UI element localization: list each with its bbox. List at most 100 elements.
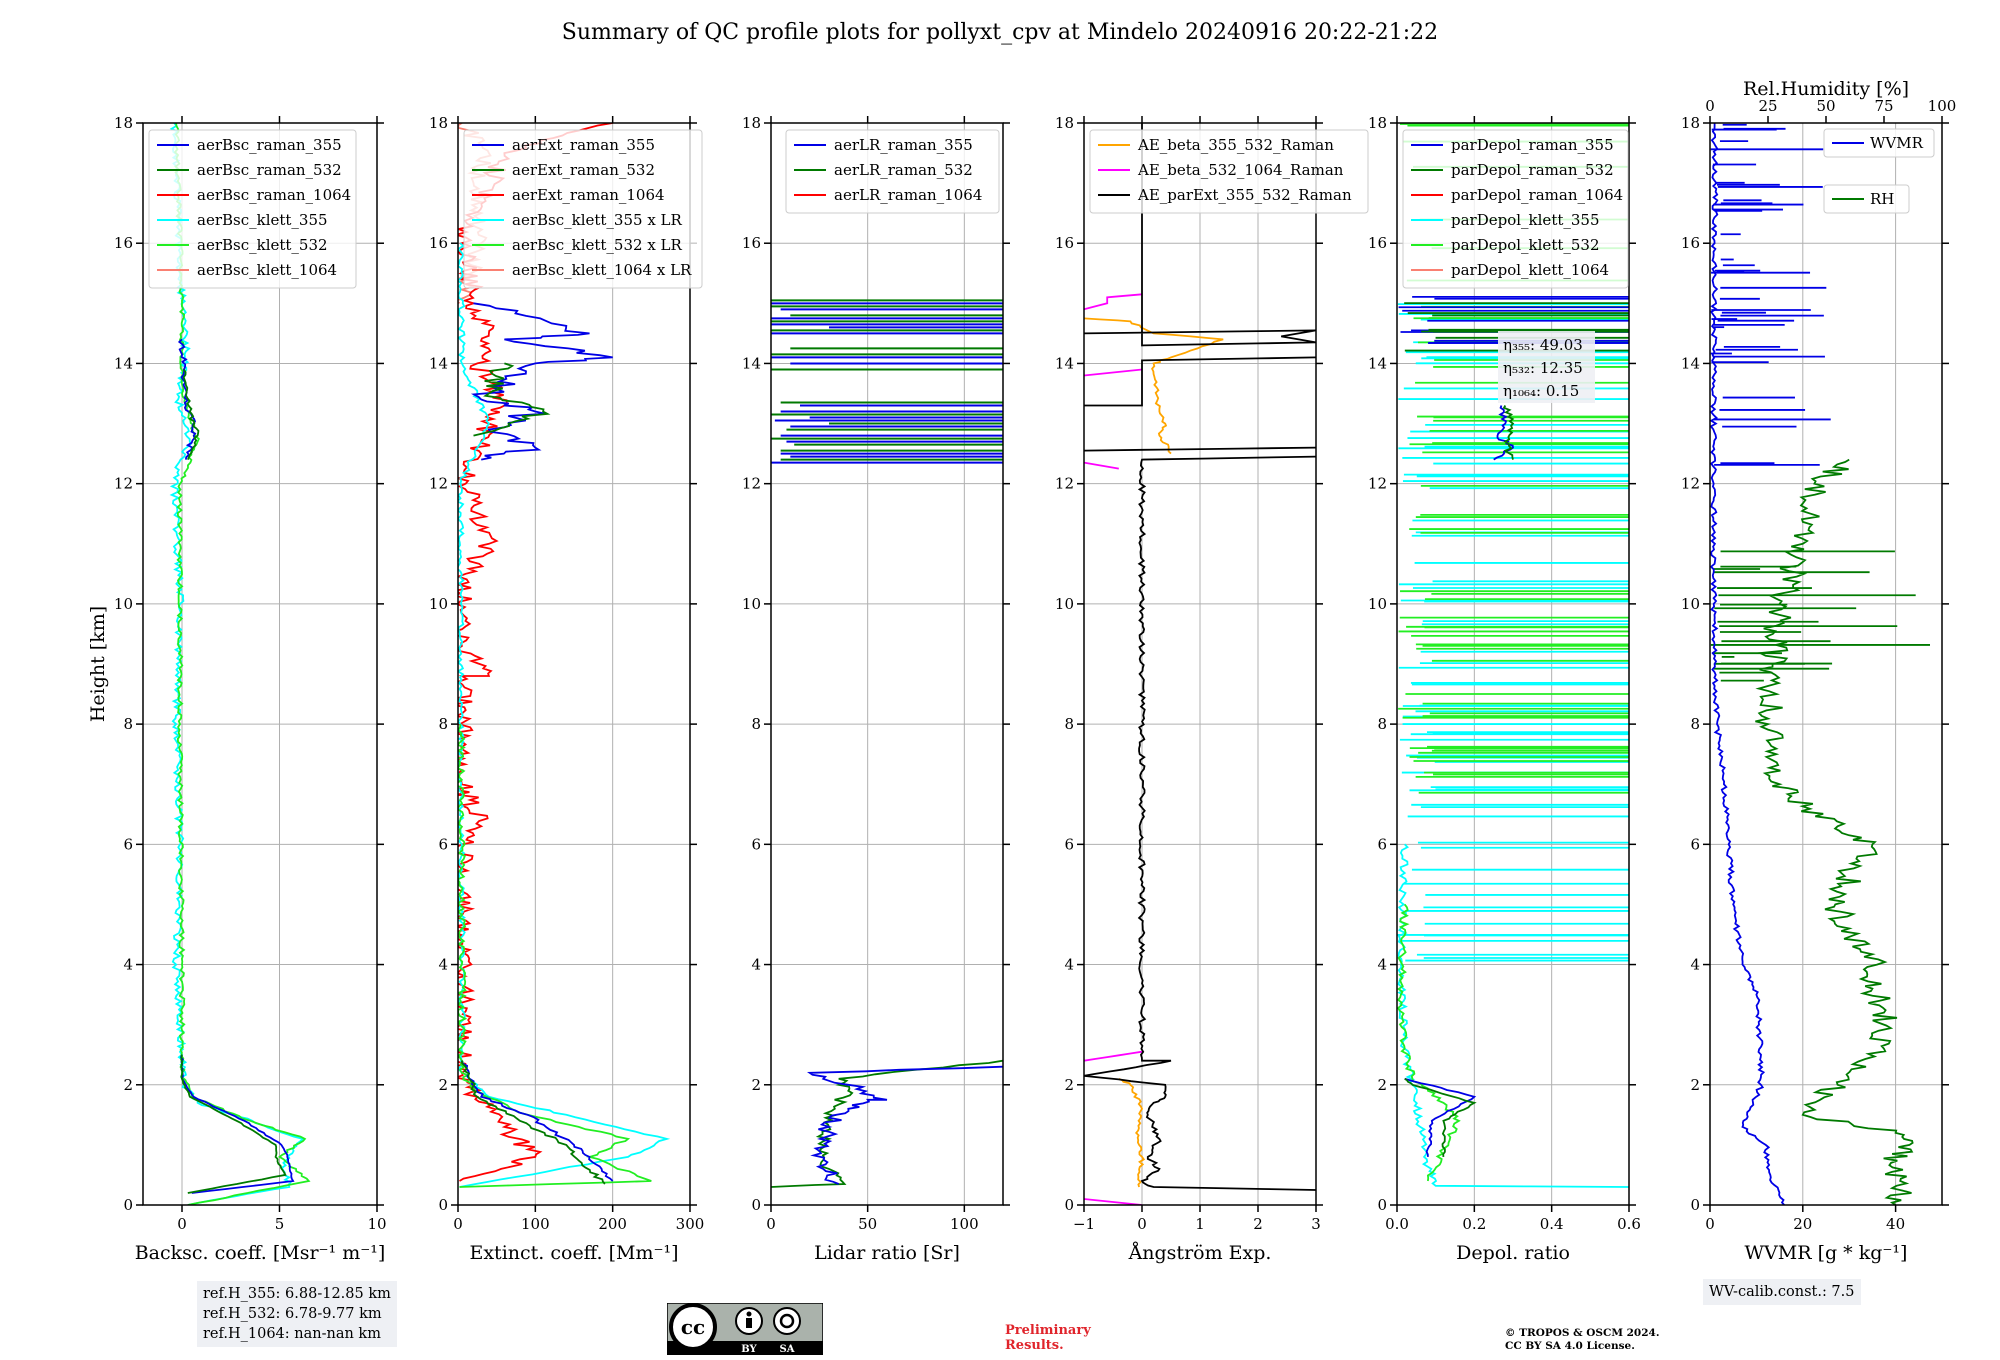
- reference-height-box: ref.H_355: 6.88-12.85 km ref.H_532: 6.78…: [197, 1281, 397, 1347]
- x-tick-label: 2: [1253, 1215, 1263, 1233]
- series-AE-beta-532-1064-Raman-e: [1084, 293, 1143, 311]
- legend-entry: aerBsc_klett_1064: [197, 261, 337, 279]
- legend-frame: [1823, 128, 1935, 158]
- series-AE-beta-532-1064-Raman-a: [1084, 1198, 1143, 1205]
- eta-value: η₅₃₂: 12.35: [1503, 359, 1583, 377]
- y-tick-label: 18: [114, 114, 133, 132]
- y-tick-label: 16: [1681, 234, 1700, 252]
- legend-entry: parDepol_klett_1064: [1451, 261, 1609, 279]
- series-aerBsc-klett-355: [169, 123, 305, 1205]
- x-tick-label: 40: [1886, 1215, 1905, 1233]
- series-aerBsc-raman-355-cirrus: [177, 338, 197, 460]
- copyright-line-1: © TROPOS & OSCM 2024.: [1505, 1327, 1660, 1339]
- y-tick-label: 16: [429, 234, 448, 252]
- series-parDepol-klett-355: [1397, 843, 1629, 1188]
- y-tick-label: 2: [438, 1076, 448, 1094]
- top-x-tick-label: 50: [1816, 97, 1835, 115]
- x-tick-label: 20: [1793, 1215, 1812, 1233]
- series-AE-parExt-355-532-Raman: [1084, 455, 1316, 1191]
- series-AE-beta-355-532-Raman: [1118, 1077, 1146, 1188]
- legend-entry: AE_beta_532_1064_Raman: [1137, 161, 1344, 179]
- panel-bsc: 0 2 4 6 8 10 12 14 16 18 0 5 10 Backsc. coeff. [Msr⁻¹…: [87, 114, 387, 1264]
- y-tick-label: 14: [429, 354, 448, 372]
- series-aerExt-raman-355-cirrus: [470, 302, 613, 461]
- series-aerLR-raman-532: [771, 1059, 1003, 1188]
- y-tick-label: 12: [114, 475, 133, 493]
- panel-wv: 0 2 4 6 8 10 12 14 16 18 0 20 40 WVMR [g * kg⁻¹] 0 25 50…: [1681, 78, 1956, 1264]
- x-tick-label: 200: [598, 1215, 627, 1233]
- x-tick-label: 0: [1705, 1215, 1715, 1233]
- y-tick-label: 2: [1377, 1076, 1387, 1094]
- series-aerBsc-klett-532: [173, 123, 311, 1205]
- panel-ext: 0 2 4 6 8 10 12 14 16 18 0 100 200 300 Extinct. coeff.…: [429, 114, 704, 1264]
- x-tick-label: 0: [766, 1215, 776, 1233]
- legend-depol: parDepol_raman_355 parDepol_raman_532 parD…: [1402, 129, 1629, 289]
- y-tick-label: 8: [1064, 715, 1074, 733]
- y-tick-label: 14: [114, 354, 133, 372]
- y-tick-label: 0: [438, 1196, 448, 1214]
- series-AE-parExt-355-532-Raman-cirrus: [1084, 446, 1316, 452]
- legend-entry: aerLR_raman_355: [834, 136, 973, 154]
- y-tick-label: 4: [1064, 956, 1074, 974]
- y-tick-label: 18: [1368, 114, 1387, 132]
- y-tick-label: 18: [1055, 114, 1074, 132]
- y-tick-label: 6: [1064, 835, 1074, 853]
- series-AE-beta-532-1064-Raman-b: [1084, 1050, 1143, 1062]
- eta-value: η₃₅₅: 49.03: [1503, 336, 1583, 354]
- legend-entry: parDepol_raman_1064: [1451, 186, 1623, 204]
- legend-entry: aerBsc_klett_355 x LR: [512, 211, 683, 229]
- series-aerBsc-raman-355: [179, 1054, 295, 1194]
- x-tick-label: 50: [858, 1215, 877, 1233]
- top-x-tick-label: 100: [1928, 97, 1957, 115]
- x-tick-label: 0.2: [1462, 1215, 1486, 1233]
- top-x-axis-label: Rel.Humidity [%]: [1743, 78, 1909, 100]
- legend-entry: aerExt_raman_355: [512, 136, 655, 154]
- plot-area-lr: [771, 299, 1003, 1188]
- refh-355: ref.H_355: 6.88-12.85 km: [203, 1286, 391, 1302]
- legend-entry: RH: [1870, 190, 1894, 208]
- x-tick-label: 10: [367, 1215, 386, 1233]
- legend-frame: [1402, 129, 1629, 289]
- y-tick-label: 4: [1690, 956, 1700, 974]
- copyright-line-2: CC BY SA 4.0 License.: [1505, 1340, 1635, 1352]
- series-aerBsc-raman-532-cirrus: [182, 369, 200, 461]
- y-tick-label: 4: [751, 956, 761, 974]
- legend-entry: parDepol_klett_355: [1451, 211, 1600, 229]
- legend-frame: [1823, 184, 1910, 214]
- cc-by-sa-badge[interactable]: cc BY SA: [667, 1303, 823, 1355]
- y-tick-label: 10: [429, 595, 448, 613]
- axes-frame: [1396, 122, 1630, 1206]
- y-tick-label: 0: [751, 1196, 761, 1214]
- y-tick-label: 8: [123, 715, 133, 733]
- y-tick-label: 2: [1064, 1076, 1074, 1094]
- legend-entry: aerBsc_klett_1064 x LR: [512, 261, 692, 279]
- legend-entry: parDepol_klett_532: [1451, 236, 1600, 254]
- y-tick-label: 12: [1681, 475, 1700, 493]
- y-tick-label: 8: [438, 715, 448, 733]
- y-tick-label: 18: [429, 114, 448, 132]
- plot-area-wv: [1710, 123, 1931, 1205]
- y-tick-label: 14: [1368, 354, 1387, 372]
- x-tick-label: 100: [950, 1215, 979, 1233]
- y-tick-label: 2: [123, 1076, 133, 1094]
- legend-frame: [785, 129, 1000, 214]
- refh-1064: ref.H_1064: nan-nan km: [203, 1326, 381, 1342]
- y-tick-label: 12: [429, 475, 448, 493]
- refh-532: ref.H_532: 6.78-9.77 km: [203, 1306, 382, 1322]
- x-axis-label: Ångström Exp.: [1128, 1242, 1272, 1264]
- legend-entry: parDepol_raman_355: [1451, 136, 1614, 154]
- top-x-tick-label: 75: [1874, 97, 1893, 115]
- legend-entry: AE_beta_355_532_Raman: [1137, 136, 1334, 154]
- legend-entry: aerExt_raman_1064: [512, 186, 665, 204]
- y-tick-label: 16: [742, 234, 761, 252]
- axes-frame: [457, 122, 691, 1206]
- legend-entry: AE_parExt_355_532_Raman: [1137, 186, 1352, 204]
- legend-entry: aerExt_raman_532: [512, 161, 655, 179]
- y-tick-label: 18: [1681, 114, 1700, 132]
- y-tick-label: 6: [751, 835, 761, 853]
- x-tick-label: 5: [275, 1215, 285, 1233]
- preliminary-line-1: Preliminary: [1005, 1323, 1091, 1338]
- series-WVMR: [1710, 123, 1785, 1205]
- y-tick-label: 16: [1368, 234, 1387, 252]
